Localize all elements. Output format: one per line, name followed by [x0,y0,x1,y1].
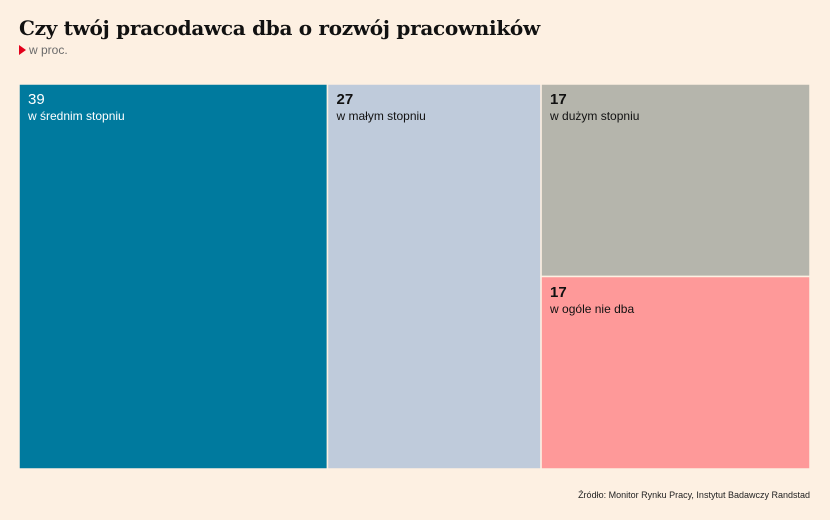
chart-subtitle: w proc. [29,43,68,57]
red-triangle-marker-icon [19,45,26,55]
treemap-tile-w-ogole-nie-dba [540,275,811,470]
subtitle-row: w proc. [19,43,68,57]
treemap-tile-w-srednim-stopniu [18,83,329,470]
chart-title: Czy twój pracodawca dba o rozwój pracown… [19,16,540,40]
source-note: Źródło: Monitor Rynku Pracy, Instytut Ba… [578,490,810,500]
treemap-tile-w-duzym-stopniu [540,83,811,278]
treemap-tile-w-malym-stopniu [326,83,542,470]
